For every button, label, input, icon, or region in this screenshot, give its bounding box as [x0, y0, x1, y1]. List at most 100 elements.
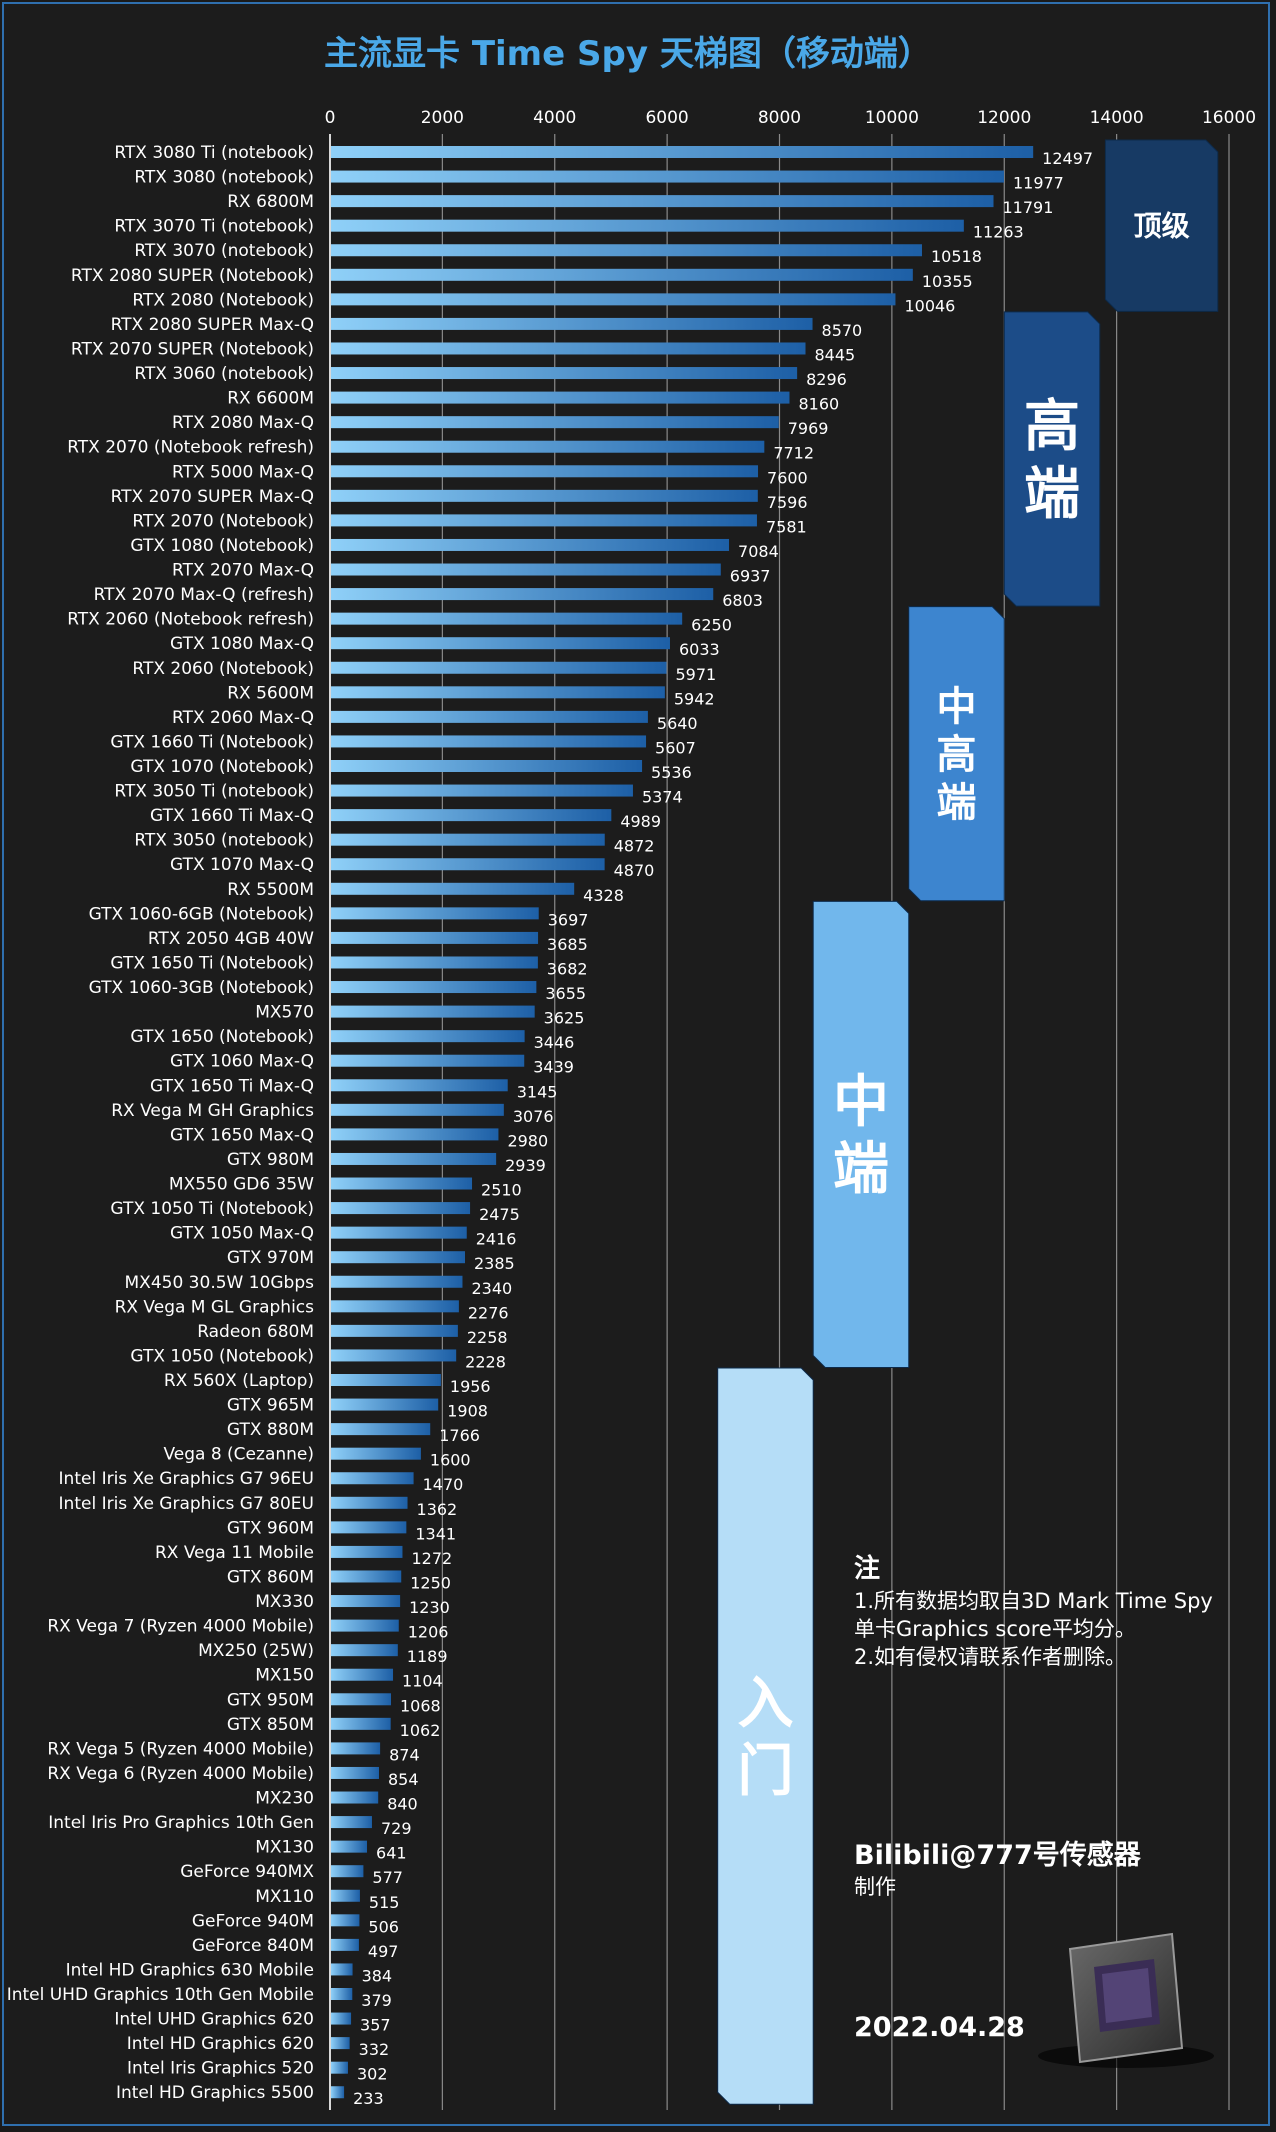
notes-line-1: 1.所有数据均取自3D Mark Time Spy [854, 1589, 1213, 1613]
value-label-74: 384 [362, 1966, 393, 1985]
category-label-72: GeForce 940M [192, 1911, 314, 1931]
bar-row-2: RX 6800M 11791 [227, 192, 1053, 217]
category-label-14: RTX 2070 SUPER Max-Q [111, 487, 314, 507]
value-label-59: 1230 [409, 1598, 450, 1617]
tick-label-4000: 4000 [533, 108, 576, 128]
value-label-41: 2939 [505, 1156, 546, 1175]
category-label-8: RTX 2070 SUPER (Notebook) [71, 339, 314, 359]
bar-row-29: GTX 1070 Max-Q 4870 [170, 855, 654, 880]
bar-row-43: GTX 1050 Ti (Notebook) 2475 [110, 1199, 519, 1224]
category-label-40: GTX 1650 Max-Q [170, 1125, 314, 1145]
bar-row-62: MX150 1104 [255, 1666, 443, 1691]
bar-row-74: Intel HD Graphics 630 Mobile 384 [66, 1960, 393, 1985]
category-label-77: Intel HD Graphics 620 [127, 2034, 314, 2054]
credit-author: Bilibili@777号传感器 [854, 1839, 1142, 1871]
bar-31 [331, 907, 539, 920]
bar-29 [331, 858, 605, 871]
bar-38 [331, 1079, 508, 1092]
value-label-28: 4872 [614, 837, 655, 856]
category-label-53: Vega 8 (Cezanne) [163, 1445, 314, 1465]
category-label-44: GTX 1050 Max-Q [170, 1224, 314, 1244]
category-label-61: MX250 (25W) [198, 1641, 314, 1661]
category-label-52: GTX 880M [227, 1420, 314, 1440]
bar-54 [331, 1472, 414, 1485]
category-label-33: GTX 1650 Ti (Notebook) [110, 953, 314, 973]
bar-61 [331, 1644, 398, 1657]
bar-row-72: GeForce 940M 506 [192, 1911, 399, 1936]
bar-row-45: GTX 970M 2385 [227, 1248, 515, 1273]
bar-0 [331, 146, 1034, 158]
value-label-7: 8570 [822, 321, 863, 340]
bar-37 [331, 1054, 525, 1067]
bar-row-5: RTX 2080 SUPER (Notebook) 10355 [71, 266, 973, 291]
bar-row-3: RTX 3070 Ti (notebook) 11263 [114, 217, 1023, 242]
value-label-38: 3145 [517, 1082, 558, 1101]
tick-label-6000: 6000 [645, 108, 688, 128]
bar-4 [331, 244, 922, 257]
value-label-35: 3625 [544, 1009, 585, 1028]
credit-block: Bilibili@777号传感器 制作 [854, 1839, 1142, 1899]
value-label-20: 6033 [679, 640, 720, 659]
value-label-72: 506 [368, 1917, 399, 1936]
tier-band-3: 中端 [812, 900, 910, 1368]
category-label-6: RTX 2080 (Notebook) [132, 290, 314, 310]
value-label-71: 515 [369, 1893, 400, 1912]
bar-18 [331, 588, 714, 601]
bar-42 [331, 1177, 473, 1190]
bar-row-47: RX Vega M GL Graphics 2276 [115, 1297, 509, 1322]
bar-73 [331, 1938, 359, 1951]
bar-row-61: MX250 (25W) 1189 [198, 1641, 447, 1666]
value-label-45: 2385 [474, 1254, 515, 1273]
bar-52 [331, 1423, 431, 1436]
value-label-10: 8160 [798, 395, 839, 414]
bar-56 [331, 1521, 407, 1534]
bar-26 [331, 784, 633, 797]
category-label-16: GTX 1080 (Notebook) [130, 536, 314, 556]
ladder-chart: 主流显卡 Time Spy 天梯图（移动端） 0 2000 4000 6000 8000… [7, 34, 1256, 2110]
value-label-2: 11791 [1003, 198, 1054, 217]
bar-43 [331, 1202, 471, 1215]
bar-row-50: RX 560X (Laptop) 1956 [164, 1371, 491, 1396]
value-label-36: 3446 [534, 1033, 575, 1052]
bar-69 [331, 1840, 368, 1853]
value-label-43: 2475 [479, 1205, 520, 1224]
bar-row-39: RX Vega M GH Graphics 3076 [111, 1101, 553, 1126]
bar-row-28: RTX 3050 (notebook) 4872 [134, 831, 654, 856]
bar-48 [331, 1324, 458, 1337]
credit-made: 制作 [854, 1875, 896, 1899]
bar-12 [331, 440, 765, 453]
bar-32 [331, 931, 539, 944]
category-label-7: RTX 2080 SUPER Max-Q [111, 315, 314, 335]
value-label-50: 1956 [450, 1377, 491, 1396]
bar-72 [331, 1914, 360, 1927]
category-label-2: RX 6800M [227, 192, 314, 212]
bar-row-26: RTX 3050 Ti (notebook) 5374 [114, 782, 682, 807]
bar-row-51: GTX 965M 1908 [227, 1396, 488, 1421]
bar-row-10: RX 6600M 8160 [227, 389, 839, 414]
value-label-63: 1068 [400, 1696, 441, 1715]
bar-5 [331, 268, 913, 281]
value-label-29: 4870 [614, 861, 655, 880]
notes-title: 注 [854, 1553, 880, 1584]
category-label-56: GTX 960M [227, 1518, 314, 1538]
category-label-31: GTX 1060-6GB (Notebook) [89, 904, 314, 924]
value-label-51: 1908 [447, 1402, 488, 1421]
tick-label-14000: 14000 [1090, 108, 1144, 128]
value-label-52: 1766 [439, 1426, 480, 1445]
value-label-27: 4989 [620, 812, 661, 831]
tier-label-2: 中高端 [936, 684, 976, 826]
value-label-40: 2980 [507, 1131, 548, 1150]
bar-77 [331, 2037, 350, 2050]
bar-59 [331, 1595, 401, 1608]
category-label-68: Intel Iris Pro Graphics 10th Gen [48, 1813, 314, 1833]
bar-row-35: MX570 3625 [255, 1003, 584, 1028]
category-label-38: GTX 1650 Ti Max-Q [150, 1076, 314, 1096]
category-label-39: RX Vega M GH Graphics [111, 1101, 314, 1121]
bar-row-54: Intel Iris Xe Graphics G7 96EU 1470 [59, 1469, 464, 1494]
notes-line-3: 2.如有侵权请联系作者删除。 [854, 1645, 1126, 1669]
bar-21 [331, 661, 667, 674]
value-label-13: 7600 [767, 468, 808, 487]
value-label-58: 1250 [410, 1573, 451, 1592]
tier-shape-3 [812, 900, 910, 1368]
value-label-4: 10518 [931, 247, 982, 266]
